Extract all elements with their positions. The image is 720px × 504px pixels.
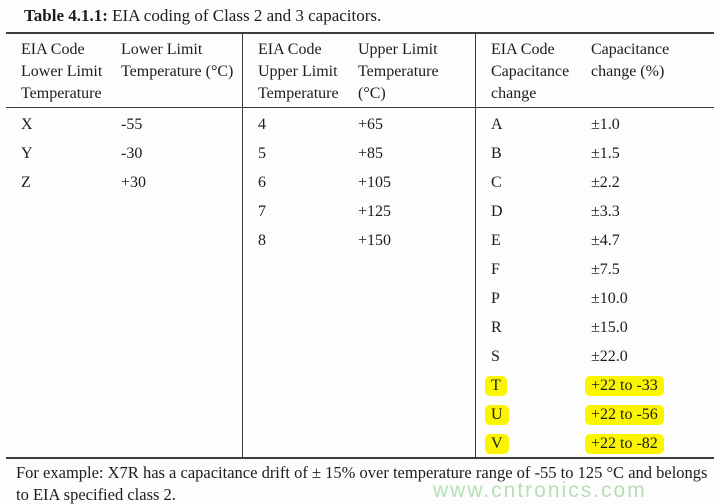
table-row: 5 +85 xyxy=(243,141,475,170)
table-row: 6 +105 xyxy=(243,170,475,199)
eia-coding-table: EIA Code Lower Limit Temperature Lower L… xyxy=(6,32,714,459)
code-cell: D xyxy=(491,203,503,220)
table-row: 7 +125 xyxy=(243,199,475,228)
code-cell: Y xyxy=(21,145,33,162)
value-cell: ±1.0 xyxy=(591,116,620,133)
code-cell: 6 xyxy=(258,174,266,191)
code-cell: C xyxy=(491,174,502,191)
table-section-capacitance-change: EIA Code Capacitance change Capacitance … xyxy=(475,34,714,457)
table-caption-number: Table 4.1.1: xyxy=(24,6,108,25)
value-cell: +30 xyxy=(121,174,147,191)
table-caption: Table 4.1.1: EIA coding of Class 2 and 3… xyxy=(24,5,720,27)
section-body: X -55 Y -30 Z +30 xyxy=(6,108,242,457)
code-cell: E xyxy=(491,232,501,249)
code-cell: P xyxy=(491,290,500,307)
code-cell: R xyxy=(491,319,502,336)
table-row: B ±1.5 xyxy=(476,141,714,170)
document-page: Table 4.1.1: EIA coding of Class 2 and 3… xyxy=(0,5,720,504)
code-cell: F xyxy=(491,261,500,278)
code-cell: Z xyxy=(21,174,31,191)
value-cell: ±22.0 xyxy=(591,348,628,365)
table-row: V +22 to -82 xyxy=(476,431,714,460)
table-row: F ±7.5 xyxy=(476,257,714,286)
code-cell: A xyxy=(491,116,503,133)
column-header: Lower Limit Temperature (°C) xyxy=(121,41,234,80)
section-body: 4 +65 5 +85 6 +105 7 +125 8 +150 xyxy=(243,108,475,457)
value-cell: +105 xyxy=(358,174,392,191)
table-row: Y -30 xyxy=(6,141,242,170)
table-row: Z +30 xyxy=(6,170,242,199)
value-cell: +125 xyxy=(358,203,392,220)
table-row: X -55 xyxy=(6,112,242,141)
table-row: U +22 to -56 xyxy=(476,402,714,431)
code-cell: S xyxy=(491,348,500,365)
code-cell: U xyxy=(476,402,591,431)
value-cell: ±10.0 xyxy=(591,290,628,307)
table-row: R ±15.0 xyxy=(476,315,714,344)
value-cell: ±4.7 xyxy=(591,232,620,249)
table-section-upper-limit: EIA Code Upper Limit Temperature Upper L… xyxy=(242,34,475,457)
table-row: S ±22.0 xyxy=(476,344,714,373)
table-row: E ±4.7 xyxy=(476,228,714,257)
watermark: www.cntronics.com xyxy=(433,479,647,502)
column-header: Upper Limit Temperature (°C) xyxy=(358,41,439,102)
value-cell: +85 xyxy=(358,145,384,162)
section-body: A ±1.0 B ±1.5 C ±2.2 D ±3.3 E ±4.7 F ±7.5 P ±10.0 R ±15… xyxy=(476,108,714,457)
value-cell: -30 xyxy=(121,145,143,162)
column-header: EIA Code Capacitance change xyxy=(491,41,570,102)
value-cell: +22 to -82 xyxy=(585,431,714,460)
table-section-lower-limit: EIA Code Lower Limit Temperature Lower L… xyxy=(6,34,242,457)
code-cell: 8 xyxy=(258,232,266,249)
value-cell: ±7.5 xyxy=(591,261,620,278)
code-cell: 7 xyxy=(258,203,266,220)
table-row: 8 +150 xyxy=(243,228,475,257)
table-row: 4 +65 xyxy=(243,112,475,141)
code-cell: X xyxy=(21,116,33,133)
value-cell: ±1.5 xyxy=(591,145,620,162)
value-cell: +150 xyxy=(358,232,392,249)
table-footnote: For example: X7R has a capacitance drift… xyxy=(16,463,708,504)
value-cell: +65 xyxy=(358,116,384,133)
column-header: EIA Code Upper Limit Temperature xyxy=(258,41,339,102)
value-cell: ±2.2 xyxy=(591,174,620,191)
code-cell: T xyxy=(476,373,591,402)
value-cell: -55 xyxy=(121,116,143,133)
table-row: T +22 to -33 xyxy=(476,373,714,402)
code-cell: 4 xyxy=(258,116,266,133)
value-cell: ±3.3 xyxy=(591,203,620,220)
value-cell: +22 to -33 xyxy=(585,373,714,402)
section-header-row: EIA Code Capacitance change Capacitance … xyxy=(476,34,714,108)
table-row: C ±2.2 xyxy=(476,170,714,199)
value-cell: ±15.0 xyxy=(591,319,628,336)
value-cell: +22 to -56 xyxy=(585,402,714,431)
code-cell: V xyxy=(476,431,591,460)
column-header: EIA Code Lower Limit Temperature xyxy=(21,41,103,102)
table-row: A ±1.0 xyxy=(476,112,714,141)
code-cell: 5 xyxy=(258,145,266,162)
column-header: Capacitance change (%) xyxy=(591,41,670,80)
table-caption-text: EIA coding of Class 2 and 3 capacitors. xyxy=(107,6,382,25)
table-row: D ±3.3 xyxy=(476,199,714,228)
table-row: P ±10.0 xyxy=(476,286,714,315)
section-header-row: EIA Code Upper Limit Temperature Upper L… xyxy=(243,34,475,108)
code-cell: B xyxy=(491,145,502,162)
section-header-row: EIA Code Lower Limit Temperature Lower L… xyxy=(6,34,242,108)
